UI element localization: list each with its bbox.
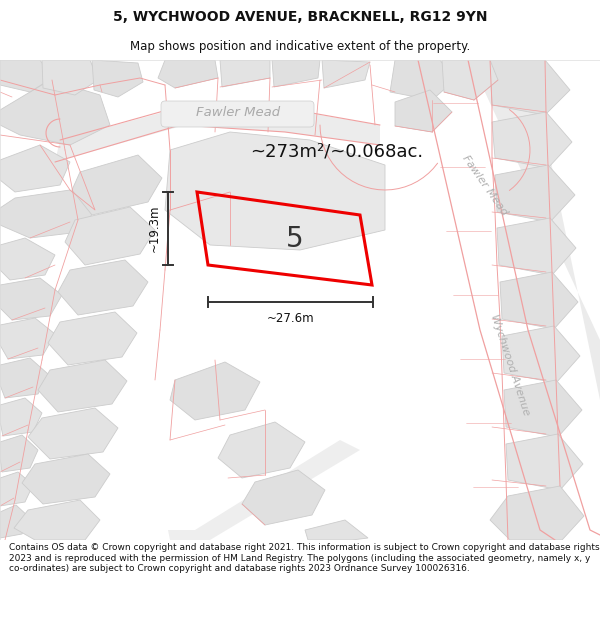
Polygon shape [28, 408, 118, 459]
Polygon shape [42, 60, 98, 95]
Polygon shape [490, 486, 584, 540]
Polygon shape [504, 380, 582, 437]
Polygon shape [242, 470, 325, 525]
Text: 5, WYCHWOOD AVENUE, BRACKNELL, RG12 9YN: 5, WYCHWOOD AVENUE, BRACKNELL, RG12 9YN [113, 9, 487, 24]
Text: 5: 5 [286, 225, 303, 253]
Polygon shape [492, 112, 572, 168]
Polygon shape [442, 60, 498, 100]
Polygon shape [72, 155, 162, 215]
Polygon shape [506, 434, 583, 490]
Text: Map shows position and indicative extent of the property.: Map shows position and indicative extent… [130, 40, 470, 52]
Polygon shape [55, 105, 380, 162]
FancyBboxPatch shape [161, 101, 314, 127]
Polygon shape [497, 218, 576, 275]
Polygon shape [0, 505, 30, 538]
Polygon shape [170, 362, 260, 420]
Polygon shape [165, 132, 385, 250]
Text: Fawler Mead: Fawler Mead [461, 153, 509, 217]
Polygon shape [272, 60, 320, 87]
Polygon shape [322, 60, 370, 88]
Polygon shape [168, 440, 360, 540]
Polygon shape [0, 278, 62, 320]
Polygon shape [14, 500, 100, 540]
Polygon shape [0, 80, 110, 145]
Text: ~273m²/~0.068ac.: ~273m²/~0.068ac. [250, 143, 423, 161]
Polygon shape [38, 360, 127, 412]
Text: Fawler Mead: Fawler Mead [196, 106, 280, 119]
Polygon shape [48, 312, 137, 365]
Polygon shape [390, 60, 455, 100]
Polygon shape [0, 318, 55, 359]
Polygon shape [65, 207, 155, 265]
Text: Wychwood Avenue: Wychwood Avenue [489, 313, 531, 417]
Polygon shape [0, 145, 70, 192]
Polygon shape [500, 272, 578, 329]
Polygon shape [0, 238, 55, 280]
Polygon shape [0, 398, 42, 436]
Text: ~19.3m: ~19.3m [148, 205, 161, 252]
Polygon shape [218, 422, 305, 478]
Text: ~27.6m: ~27.6m [266, 311, 314, 324]
Polygon shape [0, 60, 52, 92]
Polygon shape [0, 190, 95, 238]
Polygon shape [305, 520, 368, 540]
Polygon shape [0, 358, 48, 398]
Polygon shape [22, 454, 110, 504]
Polygon shape [0, 472, 33, 506]
Polygon shape [158, 60, 218, 88]
Polygon shape [495, 165, 575, 222]
Polygon shape [502, 326, 580, 383]
Polygon shape [92, 60, 143, 97]
Polygon shape [420, 60, 600, 400]
Polygon shape [58, 260, 148, 315]
Text: Contains OS data © Crown copyright and database right 2021. This information is : Contains OS data © Crown copyright and d… [9, 543, 599, 573]
Polygon shape [0, 435, 38, 472]
Polygon shape [490, 60, 570, 115]
Polygon shape [395, 90, 452, 132]
Polygon shape [220, 60, 270, 87]
